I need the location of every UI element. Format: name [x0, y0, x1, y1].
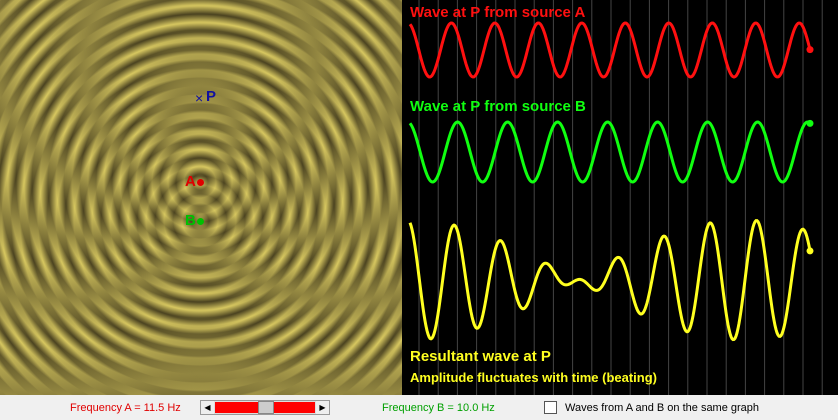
source-a-dot [197, 179, 204, 186]
end-dot [806, 119, 814, 127]
rings-b [0, 0, 402, 395]
wave-a [408, 21, 812, 79]
slider-right[interactable]: ▶ [316, 401, 329, 414]
source-b-label: B [185, 212, 196, 229]
wave-a-title: Wave at P from source A [410, 4, 586, 21]
resultant-title: Resultant wave at P [410, 348, 551, 365]
interference-field: A B × P [0, 0, 402, 395]
control-bar: Frequency A = 11.5 Hz ◀ ▶ Frequency B = … [0, 395, 838, 420]
wave-b-title: Wave at P from source B [410, 98, 586, 115]
frequency-b: Frequency B = 10.0 Hz [382, 402, 495, 414]
source-b-dot [197, 218, 204, 225]
same-graph-checkbox[interactable] [544, 401, 557, 414]
resultant-note: Amplitude fluctuates with time (beating) [410, 370, 657, 385]
frequency-a: Frequency A = 11.5 Hz [70, 402, 181, 414]
wave-graphs: Wave at P from source A Wave at P from s… [408, 0, 823, 395]
slider-left[interactable]: ◀ [201, 401, 214, 414]
frequency-slider[interactable]: ◀ ▶ [200, 400, 330, 415]
slider-thumb[interactable] [258, 401, 274, 414]
same-graph-label: Waves from A and B on the same graph [565, 402, 760, 414]
end-dot [806, 247, 814, 255]
point-label: P [206, 88, 217, 105]
end-dot [806, 46, 814, 54]
point-marker: × [195, 90, 204, 106]
source-a-label: A [185, 173, 196, 190]
resultant-wave [408, 219, 812, 342]
wave-b [408, 120, 811, 184]
